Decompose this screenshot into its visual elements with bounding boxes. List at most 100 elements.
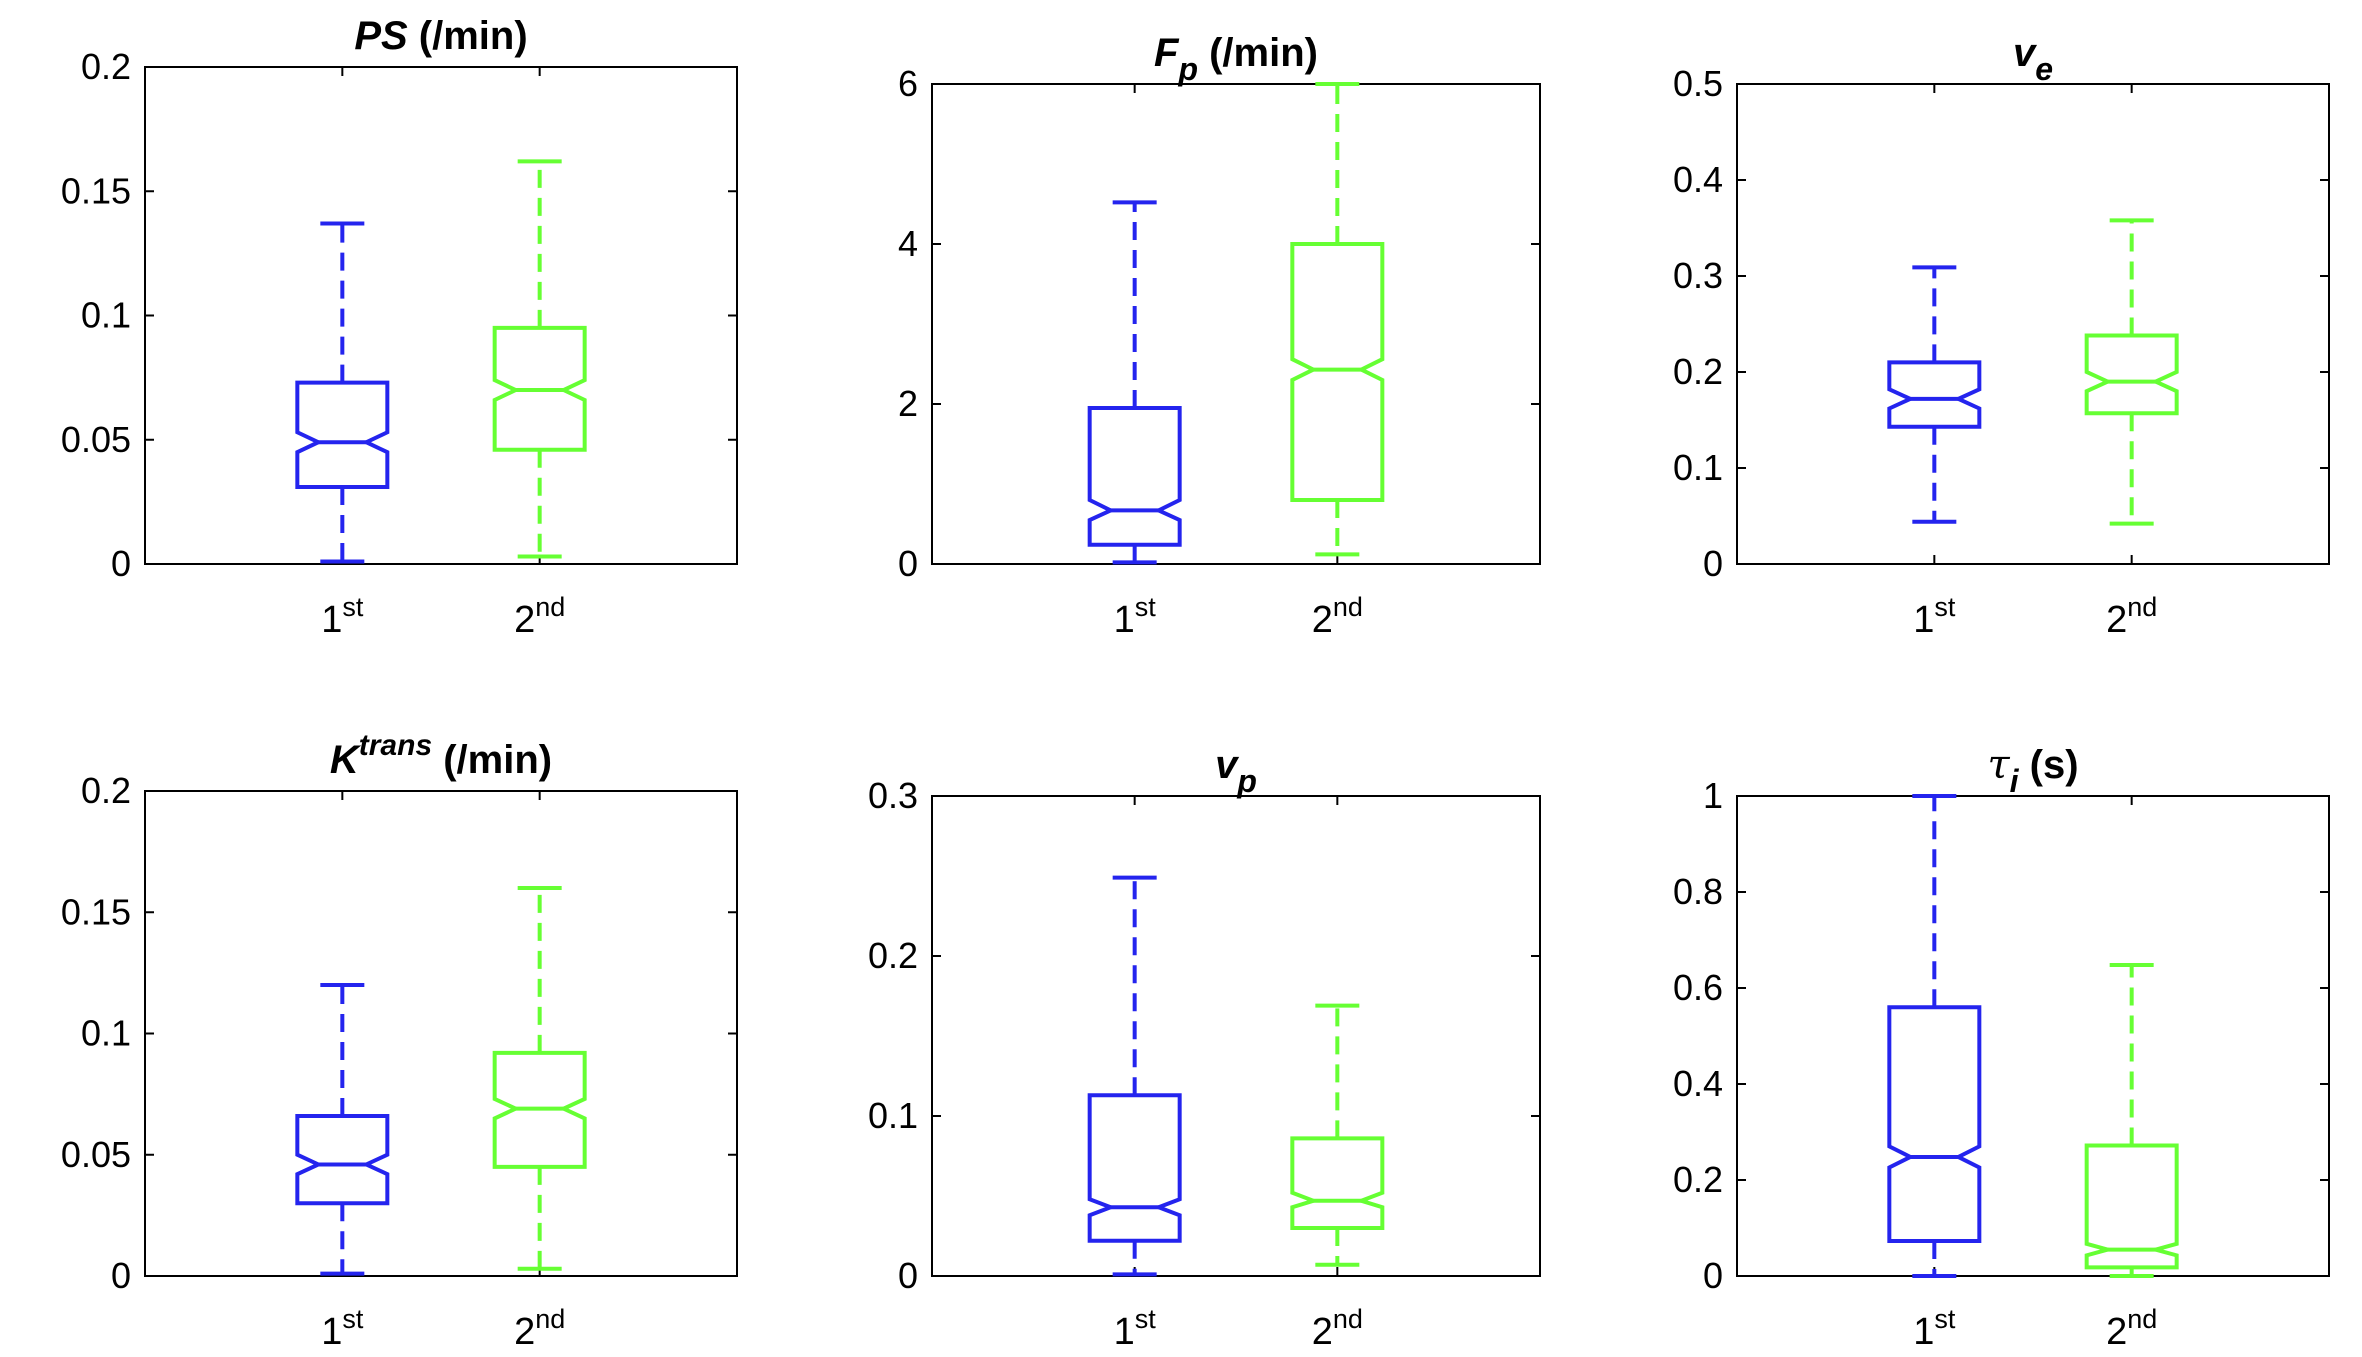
- title-symbol: K: [330, 738, 362, 782]
- title-unit: (/min): [432, 738, 552, 782]
- category-label: 2nd: [514, 1304, 565, 1353]
- panel-title: Fp (/min): [1154, 31, 1318, 87]
- y-tick-label: 0: [111, 1255, 131, 1296]
- category-label: 1st: [1913, 592, 1956, 641]
- category-sup: st: [1934, 1304, 1956, 1334]
- y-tick-label: 0.8: [1673, 871, 1723, 912]
- category-base: 2: [1312, 599, 1333, 641]
- panel-4: 0 0.05 0.1 0.15 0.2 1st 2nd Ktrans (/min): [61, 729, 738, 1353]
- panel-3: 0 0.1 0.2 0.3 0.4 0.5 1st 2nd ve: [1673, 31, 2330, 641]
- notched-box: [2084, 333, 2179, 416]
- category-base: 1: [1114, 599, 1135, 641]
- y-tick-label: 0.15: [61, 891, 131, 932]
- title-symbol: τ: [1987, 742, 2010, 788]
- panel-5: 0 0.1 0.2 0.3 1st 2nd vp: [868, 743, 1541, 1353]
- category-sup: nd: [535, 592, 565, 622]
- y-tick-label: 0.2: [81, 770, 131, 811]
- title-subscript: p: [1177, 51, 1198, 87]
- y-tick-label: 0: [898, 543, 918, 584]
- category-base: 1: [1913, 599, 1934, 641]
- box-2nd: [1290, 82, 1385, 557]
- notched-box: [492, 325, 587, 452]
- panel-title: ve: [2013, 31, 2053, 87]
- y-tick-label: 0.15: [61, 170, 131, 211]
- y-tick-label: 0.2: [868, 935, 918, 976]
- y-tick-label: 0.2: [81, 46, 131, 87]
- category-label: 2nd: [1312, 1304, 1363, 1353]
- box-1st: [295, 983, 390, 1276]
- category-label: 2nd: [514, 592, 565, 641]
- y-tick-label: 0.3: [868, 775, 918, 816]
- panel-title: τi (s): [1987, 742, 2078, 799]
- notched-box: [1087, 1093, 1182, 1243]
- notched-box: [295, 1113, 390, 1206]
- box-1st: [1087, 875, 1182, 1277]
- category-base: 1: [1913, 1311, 1934, 1353]
- panel-title: Ktrans (/min): [330, 729, 552, 782]
- category-label: 1st: [321, 1304, 364, 1353]
- y-tick-label: 4: [898, 223, 918, 264]
- y-tick-label: 0.4: [1673, 1063, 1723, 1104]
- category-sup: nd: [2127, 1304, 2157, 1334]
- category-sup: st: [342, 592, 364, 622]
- y-tick-label: 0.1: [81, 295, 131, 336]
- category-sup: nd: [535, 1304, 565, 1334]
- y-tick-label: 2: [898, 383, 918, 424]
- y-tick-label: 0.4: [1673, 159, 1723, 200]
- y-tick-label: 1: [1703, 775, 1723, 816]
- notched-box: [295, 380, 390, 489]
- category-base: 2: [514, 599, 535, 641]
- y-tick-label: 0.1: [868, 1095, 918, 1136]
- y-tick-label: 0.05: [61, 1134, 131, 1175]
- panel-title: PS (/min): [354, 14, 527, 58]
- category-label: 1st: [1114, 592, 1157, 641]
- y-tick-label: 0: [111, 543, 131, 584]
- notched-box: [492, 1050, 587, 1169]
- category-sup: st: [1934, 592, 1956, 622]
- y-tick-label: 0: [898, 1255, 918, 1296]
- notched-box: [1290, 1136, 1385, 1230]
- axes-frame: [144, 66, 738, 565]
- axes-frame: [931, 83, 1541, 565]
- y-tick-label: 0.3: [1673, 255, 1723, 296]
- axes-frame: [144, 790, 738, 1277]
- y-tick-label: 0.1: [81, 1013, 131, 1054]
- notched-box: [1887, 360, 1982, 429]
- box-1st: [1087, 200, 1182, 565]
- category-label: 2nd: [2106, 592, 2157, 641]
- category-sup: st: [1135, 592, 1157, 622]
- box-2nd: [2084, 218, 2179, 526]
- title-symbol: F: [1154, 31, 1180, 75]
- notched-box: [1087, 406, 1182, 547]
- title-unit: (/min): [1198, 31, 1318, 75]
- category-sup: st: [1135, 1304, 1157, 1334]
- panel-title: vp: [1215, 743, 1257, 799]
- box-2nd: [492, 886, 587, 1271]
- category-label: 2nd: [2106, 1304, 2157, 1353]
- notched-box: [1887, 1005, 1982, 1243]
- box-2nd: [2084, 962, 2179, 1278]
- category-label: 1st: [1114, 1304, 1157, 1353]
- notched-box: [1290, 242, 1385, 502]
- panel-1: 0 0.05 0.1 0.15 0.2 1st 2nd PS (/min): [61, 14, 738, 641]
- title-unit: (/min): [408, 14, 528, 58]
- title-superscript: trans: [359, 729, 432, 762]
- axes-frame: [1736, 795, 2330, 1277]
- title-symbol: PS: [354, 14, 408, 58]
- category-base: 2: [514, 1311, 535, 1353]
- y-tick-label: 0.5: [1673, 63, 1723, 104]
- y-tick-label: 0.05: [61, 419, 131, 460]
- y-tick-label: 0.1: [1673, 447, 1723, 488]
- box-1st: [295, 221, 390, 564]
- category-base: 2: [1312, 1311, 1333, 1353]
- y-tick-label: 0.6: [1673, 967, 1723, 1008]
- category-base: 1: [321, 599, 342, 641]
- category-label: 1st: [1913, 1304, 1956, 1353]
- y-tick-label: 0.2: [1673, 351, 1723, 392]
- category-sup: nd: [1333, 592, 1363, 622]
- category-label: 2nd: [1312, 592, 1363, 641]
- box-2nd: [492, 159, 587, 559]
